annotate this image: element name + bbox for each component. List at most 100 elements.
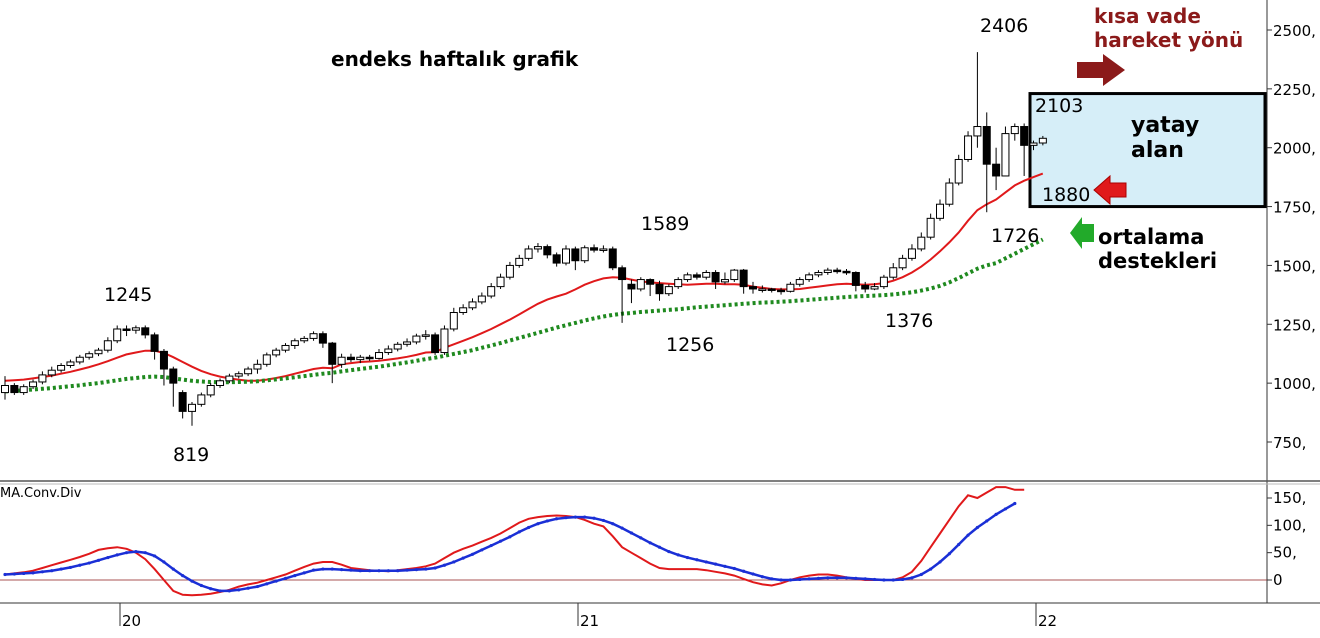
candle-body [225,375,234,382]
candle-body [851,271,860,286]
candle-body [403,341,412,345]
signal-point [667,549,671,554]
candle-body [449,312,458,330]
candle-body [346,356,355,361]
signal-point [1003,507,1008,511]
signal-point [695,558,699,562]
candle-body [992,163,1001,177]
candle-body [431,334,440,354]
candle-body [814,271,823,276]
chart-frame [0,0,1320,604]
price-tick-label: 1750, [1273,199,1316,217]
candle-body [627,283,636,290]
candle-body [936,203,944,219]
support-label-2: destekleri [1098,249,1218,273]
candle-body [730,269,739,281]
candle-body [290,340,299,346]
candle-body [375,352,383,359]
signal-point [358,569,362,573]
candle-body [749,286,757,290]
candle-body [805,274,814,281]
candle-body [66,361,75,366]
signal-point [639,536,643,540]
price-label-1376: 1376 [885,310,934,332]
candle-body [206,384,215,396]
signal-point [985,519,989,523]
candle-body [767,288,776,291]
candle-body [702,271,711,278]
signal-point [573,515,577,519]
ma-support-arrow [1070,217,1094,249]
chart-title: endeks haftalık grafik [331,47,579,71]
signal-point [947,552,951,556]
signal-point [657,545,662,549]
signal-point [629,531,634,535]
short-term-direction-label-2: hareket yönü [1094,28,1244,52]
signal-point [368,569,372,573]
signal-point [517,530,521,534]
signal-point [601,518,606,523]
signal-point [732,566,736,571]
candle-body [318,333,327,344]
price-tick-label: 1250, [1273,316,1316,334]
candle-body [636,279,645,290]
candle-body [10,384,19,394]
signal-point [293,574,297,578]
signal-point [835,576,839,580]
signal-point [153,554,157,558]
price-label-1256: 1256 [666,334,715,356]
candle-body [879,276,888,288]
signal-point [489,543,493,548]
candle-body [94,349,103,355]
signal-point [461,556,465,560]
signal-point [1013,501,1017,506]
signal-point [424,567,428,571]
price-tick-label: 2250, [1273,81,1316,99]
candle-body [580,247,589,262]
signal-point [340,568,344,572]
candle-body [964,135,973,160]
signal-point [994,512,998,517]
signal-point [498,539,503,543]
signal-point [405,568,409,572]
candle-body [75,356,84,363]
signal-point [676,553,680,557]
signal-point [863,577,867,581]
candle-body [758,288,767,291]
signal-point [22,571,26,576]
candle-body [459,307,468,314]
signal-point [555,517,559,521]
signal-point [209,587,213,591]
candle-body [543,246,552,256]
horizontal-zone-box [1028,92,1267,209]
candle-body [85,353,94,358]
signal-point [31,571,35,575]
candle-body [1029,142,1038,146]
candles-layer [1,52,1047,426]
candle-body [926,217,935,238]
candle-body [122,328,131,331]
signal-point [59,567,63,571]
price-label-819: 819 [173,444,210,466]
price-tick-label: 750, [1273,434,1306,452]
price-tick-label: 2500, [1273,22,1316,40]
signal-point [508,535,512,539]
horizontal-zone-layer [1028,92,1267,209]
candle-body [870,286,879,290]
signal-point [255,584,260,589]
signal-point [396,569,400,573]
signal-line [4,502,1016,593]
signal-point [919,572,923,577]
candle-body [861,284,870,290]
candle-body [421,334,430,337]
signal-point [433,566,437,570]
signal-point [807,577,811,581]
candle-body [300,337,309,342]
price-tick-label: 1000, [1273,375,1316,393]
horizontal-zone-label-1: yatay [1131,113,1200,138]
signal-point [246,586,250,590]
candle-body [38,374,47,383]
signal-point [480,548,484,552]
axis-layer: 750,1000,1250,1500,1750,2000,2250,2500,0… [119,22,1316,630]
candle-body [19,386,28,394]
